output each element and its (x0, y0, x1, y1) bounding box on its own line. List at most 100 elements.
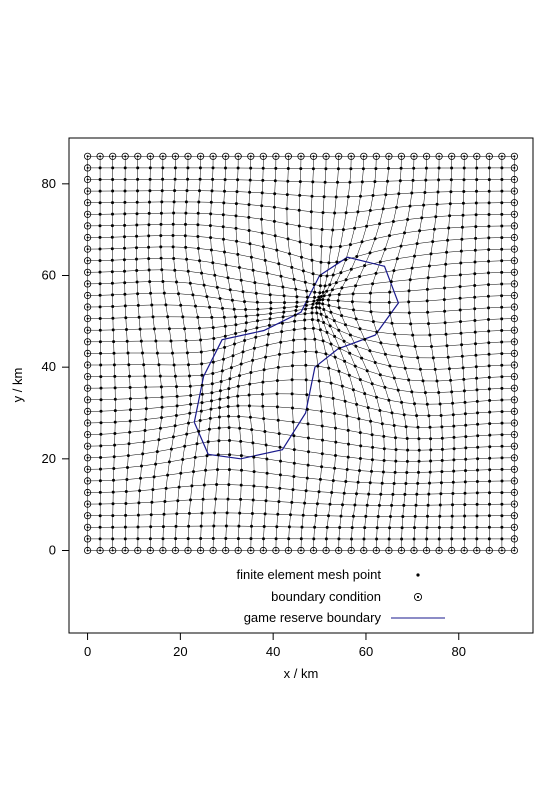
boundary-condition-point (435, 546, 443, 555)
mesh-point (500, 433, 504, 437)
mesh-point (380, 481, 384, 485)
mesh-point (350, 537, 353, 541)
mesh-point (162, 291, 166, 295)
mesh-point (402, 413, 406, 417)
boundary-condition-point-center (212, 155, 215, 158)
mesh-point (166, 315, 170, 319)
mesh-point (98, 340, 102, 344)
mesh-point (228, 377, 232, 381)
mesh-point (269, 301, 273, 305)
mesh-point (316, 364, 320, 368)
x-tick-label: 80 (452, 644, 466, 659)
mesh-point (315, 311, 319, 315)
boundary-condition-point (473, 546, 481, 555)
mesh-point (345, 414, 349, 418)
mesh-point (331, 273, 335, 277)
mesh-point (210, 189, 214, 193)
mesh-point (111, 525, 115, 529)
boundary-condition-point-center (86, 503, 89, 506)
mesh-point (269, 307, 273, 311)
mesh-point (304, 307, 307, 311)
mesh-point (267, 323, 271, 327)
boundary-condition-point (84, 222, 92, 230)
mesh-point (110, 247, 114, 251)
mesh-point (292, 277, 296, 281)
mesh-point (136, 292, 140, 296)
mesh-point (111, 189, 115, 193)
mesh-point (487, 213, 491, 216)
mesh-point (320, 452, 324, 456)
mesh-point (186, 166, 190, 170)
mesh-point (426, 514, 429, 518)
mesh-point (188, 411, 192, 415)
mesh-point (305, 476, 309, 480)
mesh-point (430, 345, 433, 348)
mesh-point (418, 367, 422, 371)
mesh-point (265, 271, 269, 275)
mesh-point (128, 386, 132, 389)
mesh-point (426, 310, 430, 314)
mesh-point (281, 285, 285, 289)
y-tick-label: 20 (42, 451, 56, 466)
boundary-condition-point-center (400, 549, 403, 552)
mesh-point (248, 190, 252, 194)
boundary-condition-point-center (86, 201, 89, 204)
mesh-point (487, 341, 491, 345)
mesh-point (222, 237, 225, 241)
mesh-point (475, 502, 479, 506)
mesh-point (98, 537, 102, 541)
mesh-point (185, 432, 189, 436)
mesh-point (98, 305, 102, 309)
boundary-condition-point (84, 546, 92, 555)
boundary-condition-point (297, 152, 305, 160)
mesh-point (408, 278, 412, 282)
mesh-point (464, 423, 468, 427)
mesh-point (343, 359, 347, 363)
mesh-point (215, 285, 219, 289)
mesh-point (236, 394, 240, 398)
mesh-point (98, 317, 102, 320)
mesh-point (407, 289, 411, 293)
mesh-point (304, 363, 308, 367)
mesh-point (425, 537, 429, 541)
boundary-condition-point-center (513, 282, 516, 285)
mesh-point (392, 424, 396, 427)
mesh-point (99, 386, 103, 390)
mesh-point (444, 262, 448, 266)
mesh-point (328, 502, 332, 506)
mesh-point (272, 219, 276, 223)
mesh-point (282, 294, 286, 298)
boundary-condition-point (510, 465, 519, 473)
mesh-point (475, 178, 479, 182)
boundary-condition-point-center (513, 271, 516, 274)
mesh-point (321, 211, 325, 215)
boundary-condition-point (84, 488, 92, 497)
mesh-point (223, 178, 227, 182)
boundary-condition-point (510, 175, 519, 184)
mesh-point (500, 398, 504, 402)
mesh-point (136, 177, 140, 181)
mesh-point (256, 313, 260, 317)
mesh-line (87, 312, 515, 336)
mesh-point (148, 189, 152, 193)
boundary-condition-point-center (500, 155, 503, 158)
legend-marker-boundary-condition (413, 592, 423, 602)
boundary-condition-point-center (224, 155, 227, 158)
boundary-condition-point-center (513, 364, 516, 366)
mesh-line (87, 307, 515, 325)
mesh-point (330, 288, 334, 292)
mesh-point (184, 245, 188, 249)
mesh-point (292, 461, 296, 465)
mesh-line (369, 156, 408, 551)
boundary-condition-points (84, 152, 519, 555)
boundary-condition-point-center (513, 375, 516, 378)
mesh-point (113, 420, 117, 424)
mesh-point (147, 234, 151, 238)
mesh-point (394, 448, 398, 452)
mesh-point (463, 491, 467, 495)
mesh-point (500, 201, 504, 205)
boundary-condition-point (84, 454, 92, 462)
boundary-condition-point (197, 152, 205, 160)
mesh-point (463, 514, 467, 518)
mesh-point (370, 469, 373, 473)
